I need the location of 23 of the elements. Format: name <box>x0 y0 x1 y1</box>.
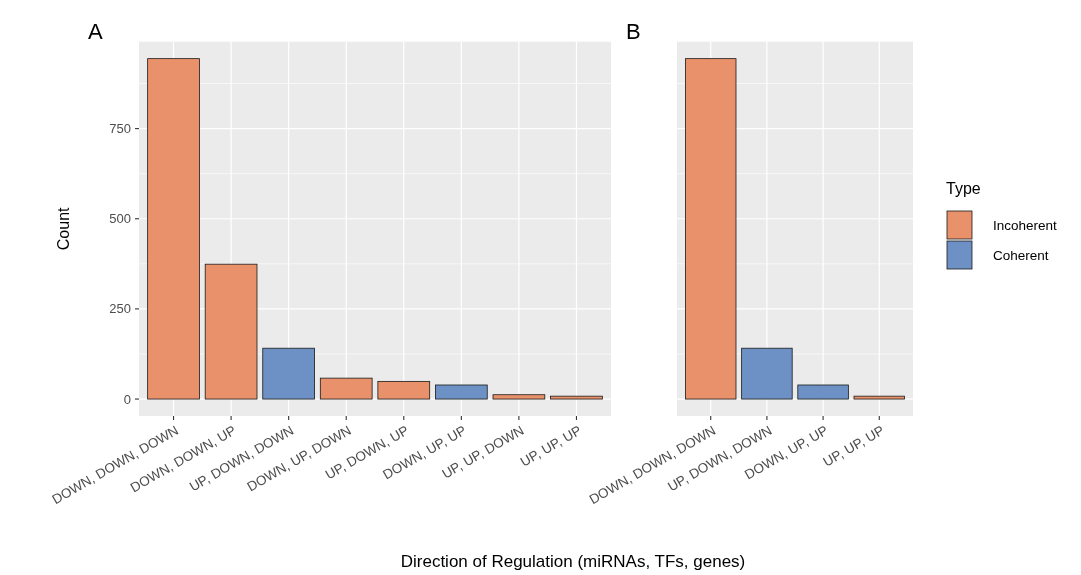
bar <box>853 395 905 400</box>
legend-title: Type <box>946 180 981 197</box>
bar <box>377 380 431 400</box>
bar <box>741 347 793 400</box>
legend-label: Incoherent <box>993 218 1058 233</box>
x-axis-title: Direction of Regulation (miRNAs, TFs, genes) <box>400 552 746 571</box>
bar <box>797 384 849 400</box>
bar <box>492 394 546 400</box>
bar <box>262 347 315 400</box>
legend-label: Coherent <box>993 248 1049 263</box>
y-tick-label: 0 <box>123 391 131 407</box>
bar <box>685 58 737 400</box>
bar <box>319 377 373 400</box>
bar <box>435 384 488 400</box>
chart-title: B <box>626 19 641 44</box>
y-tick-label: 250 <box>109 301 131 317</box>
y-axis-title: Count <box>55 206 72 251</box>
y-tick-label: 750 <box>109 121 131 137</box>
bar <box>147 58 200 400</box>
y-tick-label: 500 <box>109 211 131 227</box>
bar <box>550 395 603 400</box>
bar <box>204 263 258 400</box>
chart-title: A <box>88 19 103 44</box>
